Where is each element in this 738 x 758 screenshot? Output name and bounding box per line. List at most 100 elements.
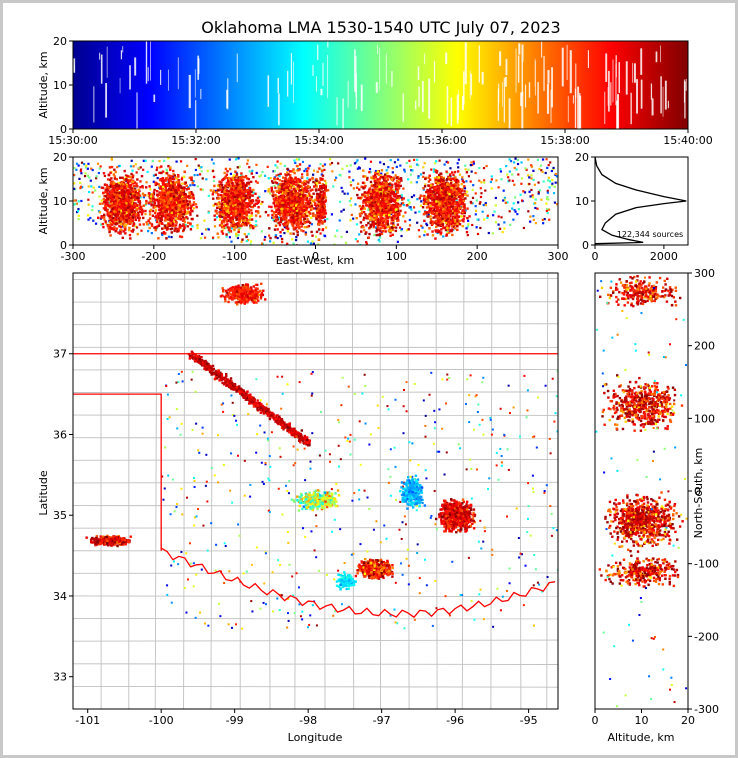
ew-source	[336, 229, 339, 232]
ew-source	[127, 212, 131, 215]
ew-source	[125, 195, 129, 198]
time-altitude-gap	[236, 53, 238, 83]
ew-source	[125, 218, 128, 221]
ew-source	[309, 242, 313, 245]
ew-source	[285, 204, 288, 207]
ew-source	[279, 211, 282, 215]
ew-source	[293, 210, 296, 213]
ew-source	[295, 192, 298, 195]
ew-source	[192, 180, 195, 183]
ew-source	[161, 187, 165, 191]
ew-source	[89, 216, 92, 220]
ew-source	[230, 216, 233, 219]
ew-source	[245, 218, 249, 222]
ew-source	[288, 193, 291, 196]
ew-source	[298, 227, 301, 230]
ew-source	[349, 219, 352, 222]
ew-source	[105, 187, 108, 190]
ew-source	[365, 242, 368, 245]
ew-source	[291, 192, 294, 195]
ew-source	[475, 226, 478, 229]
ew-source	[172, 172, 175, 176]
ew-source	[217, 193, 220, 197]
ew-source	[311, 234, 314, 237]
ew-source	[162, 179, 165, 183]
ew-source	[120, 185, 123, 188]
ew-source	[407, 203, 410, 206]
ew-source	[107, 173, 110, 177]
ew-source	[185, 184, 189, 188]
ew-source	[235, 205, 238, 208]
time-altitude-gap	[147, 67, 149, 82]
ew-source	[530, 165, 534, 168]
time-altitude-gap	[618, 62, 620, 93]
ew-source	[464, 164, 467, 167]
ew-source	[220, 225, 224, 229]
ew-source	[163, 210, 167, 214]
ew-source	[136, 232, 139, 236]
ew-source	[531, 194, 534, 197]
ew-source	[111, 198, 115, 201]
ew-source	[140, 211, 144, 214]
ew-source	[548, 218, 551, 221]
ew-source	[528, 190, 531, 193]
time-altitude-gap	[119, 78, 121, 94]
time-altitude-gap	[450, 97, 453, 127]
ew-source	[111, 193, 114, 196]
ew-source	[236, 194, 240, 198]
ew-source	[279, 220, 282, 224]
ew-source	[502, 189, 505, 192]
ew-source	[79, 169, 82, 173]
ew-source	[542, 180, 545, 183]
ew-source	[291, 199, 294, 203]
ew-source	[515, 168, 518, 171]
ew-source	[236, 166, 239, 169]
ew-source	[130, 159, 133, 162]
ew-source	[379, 161, 382, 164]
ew-source	[170, 207, 173, 211]
ew-source	[98, 202, 102, 206]
ew-source	[158, 185, 162, 188]
ew-source	[286, 198, 290, 201]
ew-source	[201, 177, 204, 180]
ew-source	[276, 160, 279, 163]
ew-source	[161, 233, 164, 236]
ew-source	[207, 194, 210, 197]
ew-source	[281, 191, 284, 195]
ew-source	[280, 237, 284, 241]
ew-source	[237, 196, 241, 199]
ew-source	[273, 204, 277, 207]
ew-source	[106, 224, 110, 228]
ew-source	[302, 213, 305, 216]
ew-source	[84, 172, 87, 175]
ew-source	[433, 162, 437, 165]
ew-source	[418, 235, 421, 238]
ew-source	[281, 228, 284, 231]
ew-source	[137, 200, 140, 203]
ew-source	[369, 160, 373, 163]
ew-source	[122, 197, 125, 200]
ew-source	[108, 223, 111, 227]
ew-source	[297, 169, 300, 172]
ew-source	[223, 210, 226, 213]
ew-source	[137, 207, 140, 210]
ew-source	[267, 234, 271, 237]
time-altitude-gap	[579, 92, 581, 129]
ew-source	[292, 232, 295, 235]
ew-source	[399, 164, 402, 167]
ew-source	[161, 200, 164, 204]
ew-source	[307, 210, 311, 214]
ew-source	[242, 203, 245, 207]
ew-source	[487, 231, 490, 235]
ew-source	[286, 210, 290, 214]
ew-source	[110, 191, 113, 194]
ew-source	[321, 198, 324, 201]
ew-source	[183, 186, 186, 189]
ew-source	[349, 184, 353, 187]
ew-source	[295, 229, 299, 233]
ew-source	[272, 190, 275, 193]
ew-source	[475, 199, 478, 202]
ew-source	[167, 214, 170, 218]
ew-source	[112, 226, 116, 230]
ew-source	[169, 195, 172, 199]
